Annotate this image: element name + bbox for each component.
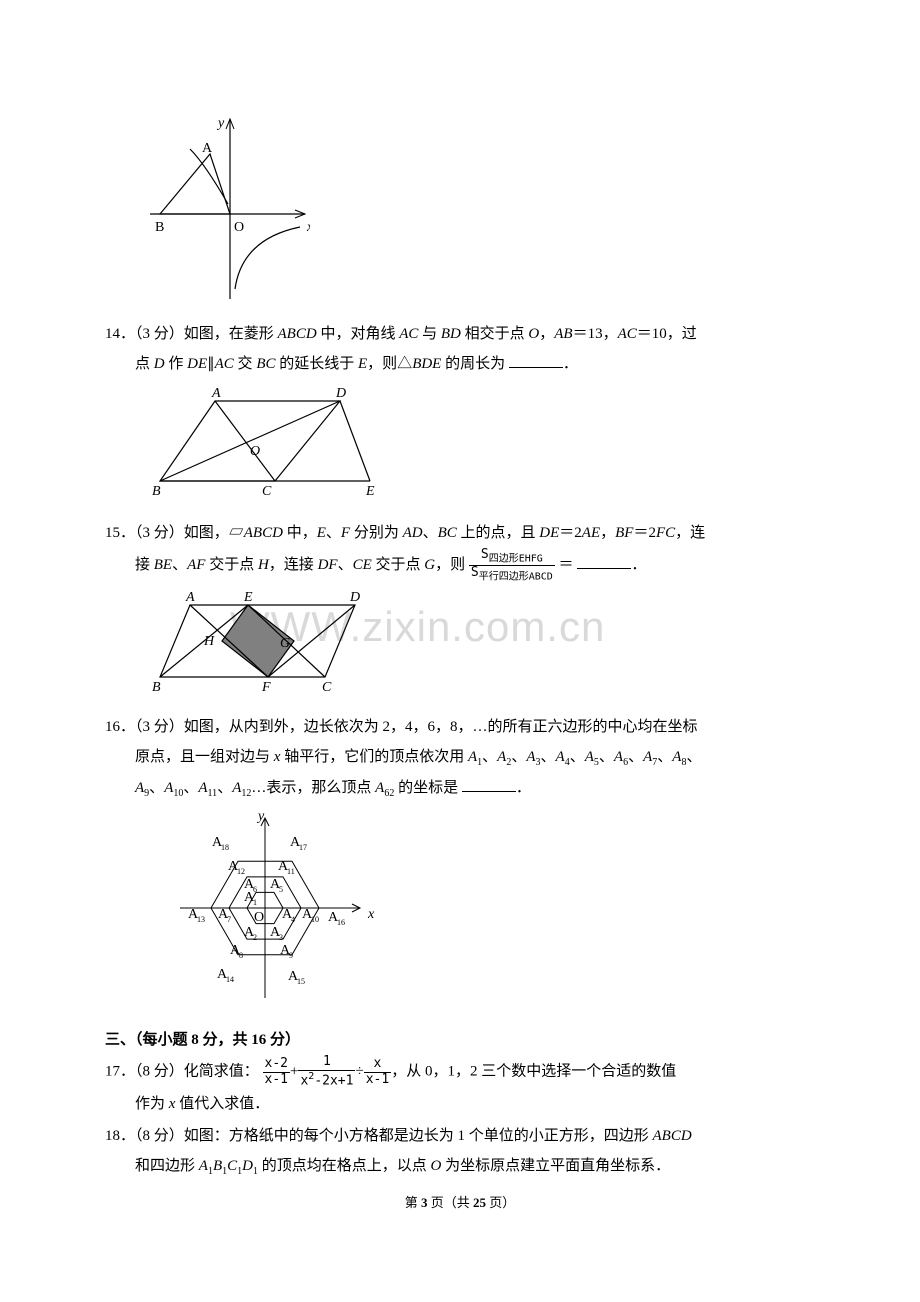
q16: 16．（3 分）如图，从内到外，边长依次为 2，4，6，8，…的所有正六边形的中… — [105, 712, 815, 804]
svg-text:10: 10 — [311, 915, 319, 924]
svg-text:D: D — [335, 386, 346, 401]
q17-line2: 作为 x 值代入求值． — [105, 1089, 815, 1119]
svg-text:B: B — [155, 220, 164, 235]
svg-text:2: 2 — [253, 933, 257, 942]
fig15-svg: A E D B F C H G — [150, 587, 380, 697]
svg-text:7: 7 — [227, 915, 231, 924]
svg-text:D: D — [349, 590, 360, 605]
svg-text:13: 13 — [197, 915, 205, 924]
svg-text:A: A — [185, 590, 195, 605]
svg-text:6: 6 — [253, 885, 257, 894]
svg-text:B: B — [152, 680, 161, 695]
svg-text:x: x — [306, 220, 310, 235]
svg-text:14: 14 — [226, 975, 234, 984]
q18: 18．（8 分）如图：方格纸中的每个小方格都是边长为 1 个单位的小正方形，四边… — [105, 1121, 815, 1182]
svg-text:E: E — [365, 484, 375, 499]
q16-line3: A9、A10、A11、A12…表示，那么顶点 A62 的坐标是 ． — [105, 773, 815, 804]
svg-text:C: C — [322, 680, 332, 695]
q14: 14．（3 分）如图，在菱形 ABCD 中，对角线 AC 与 BD 相交于点 O… — [105, 319, 815, 379]
svg-text:3: 3 — [279, 933, 283, 942]
q18-line1: 18．（8 分）如图：方格纸中的每个小方格都是边长为 1 个单位的小正方形，四边… — [105, 1121, 815, 1151]
q18-line2: 和四边形 A1B1C1D1 的顶点均在格点上，以点 O 为坐标原点建立平面直角坐… — [105, 1151, 815, 1182]
svg-text:E: E — [243, 590, 253, 605]
fig13-svg: x y O A B — [150, 114, 310, 304]
svg-text:16: 16 — [337, 918, 345, 927]
q16-line2: 原点，且一组对边与 x 轴平行，它们的顶点依次用 A1、A2、A3、A4、A5、… — [105, 742, 815, 773]
fig13-container: x y O A B — [150, 114, 815, 315]
svg-text:11: 11 — [287, 867, 295, 876]
svg-text:17: 17 — [299, 843, 307, 852]
svg-text:y: y — [216, 116, 225, 131]
q17-line1: 17．（8 分）化简求值： x-2x-1+1x2-2x+1÷xx-1，从 0，1… — [105, 1055, 815, 1089]
svg-text:1: 1 — [253, 898, 257, 907]
svg-text:G: G — [280, 636, 290, 651]
fig16-container: yxOA1A2A3A4A5A6A7A8A9A10A11A12A13A14A15A… — [150, 808, 815, 1019]
section3-heading: 三、（每小题 8 分，共 16 分） — [105, 1025, 815, 1055]
q15-line2: 接 BE、AF 交于点 H，连接 DF、CE 交于点 G，则 S四边形EHFGS… — [105, 548, 815, 583]
svg-text:4: 4 — [291, 915, 295, 924]
q14-line1: 14．（3 分）如图，在菱形 ABCD 中，对角线 AC 与 BD 相交于点 O… — [105, 319, 815, 349]
fig16-svg: yxOA1A2A3A4A5A6A7A8A9A10A11A12A13A14A15A… — [150, 808, 380, 1008]
fig15-container: A E D B F C H G — [150, 587, 815, 708]
svg-text:A: A — [211, 386, 221, 401]
page-footer: 第 3 页（共 25 页） — [105, 1190, 815, 1216]
fig14-svg: A D B C E O — [150, 383, 380, 503]
svg-text:B: B — [152, 484, 161, 499]
svg-text:H: H — [203, 634, 215, 649]
fig14-container: A D B C E O — [150, 383, 815, 514]
q14-line2: 点 D 作 DE∥AC 交 BC 的延长线于 E，则△BDE 的周长为 ． — [105, 349, 815, 379]
q17: 17．（8 分）化简求值： x-2x-1+1x2-2x+1÷xx-1，从 0，1… — [105, 1055, 815, 1119]
svg-text:8: 8 — [239, 951, 243, 960]
q16-line1: 16．（3 分）如图，从内到外，边长依次为 2，4，6，8，…的所有正六边形的中… — [105, 712, 815, 742]
svg-text:F: F — [261, 680, 271, 695]
svg-text:5: 5 — [279, 885, 283, 894]
svg-text:18: 18 — [221, 843, 229, 852]
svg-text:9: 9 — [289, 951, 293, 960]
svg-text:y: y — [256, 809, 265, 824]
svg-text:O: O — [254, 910, 264, 925]
q15: 15．（3 分）如图，▱ABCD 中，E、F 分别为 AD、BC 上的点，且 D… — [105, 518, 815, 583]
svg-text:O: O — [234, 220, 244, 235]
svg-text:O: O — [250, 444, 260, 459]
svg-text:12: 12 — [237, 867, 245, 876]
svg-text:C: C — [262, 484, 272, 499]
svg-text:A: A — [202, 141, 213, 156]
q15-line1: 15．（3 分）如图，▱ABCD 中，E、F 分别为 AD、BC 上的点，且 D… — [105, 518, 815, 548]
svg-text:15: 15 — [297, 977, 305, 986]
svg-text:x: x — [367, 907, 375, 922]
